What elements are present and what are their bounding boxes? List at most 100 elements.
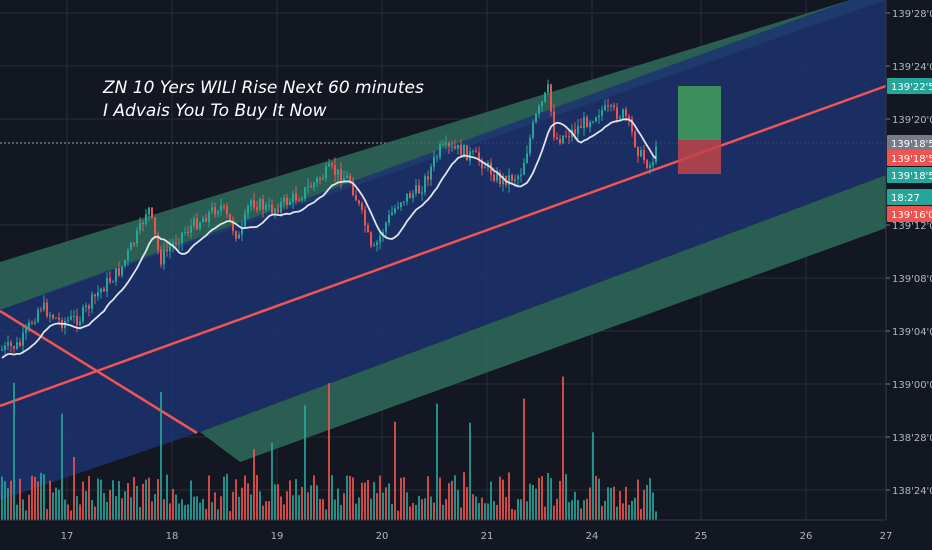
volume-bar — [238, 496, 240, 520]
volume-bar — [574, 491, 576, 520]
volume-bar — [490, 481, 492, 520]
candle-body — [85, 305, 87, 308]
volume-bar — [205, 508, 207, 520]
candle-body — [94, 294, 96, 297]
candle-body — [307, 186, 309, 188]
volume-bar — [106, 501, 108, 520]
volume-bar — [391, 503, 393, 520]
volume-bar — [73, 457, 75, 520]
volume-bar — [4, 481, 6, 520]
candle-body — [214, 207, 216, 215]
volume-bar — [121, 498, 123, 520]
volume-bar — [595, 475, 597, 520]
candle-body — [637, 146, 639, 157]
candle-body — [412, 193, 414, 199]
candle-body — [613, 105, 615, 108]
volume-bar — [265, 501, 267, 520]
price-tick-label: 139'24'0 — [892, 62, 932, 73]
volume-bar — [343, 493, 345, 520]
volume-bar — [529, 483, 531, 520]
candle-body — [118, 268, 120, 276]
candle-body — [430, 166, 432, 180]
volume-bar — [499, 476, 501, 520]
candle-body — [325, 166, 327, 179]
volume-bar — [181, 499, 183, 520]
volume-bar — [22, 499, 24, 520]
candle-body — [634, 131, 636, 147]
volume-bar — [304, 405, 306, 520]
volume-bar — [28, 494, 30, 520]
volume-bar — [541, 476, 543, 520]
volume-bar — [487, 503, 489, 520]
candle-body — [31, 322, 33, 324]
candle-body — [82, 307, 84, 322]
volume-bar — [298, 495, 300, 520]
candle-body — [7, 342, 9, 346]
candle-body — [175, 242, 177, 245]
candle-body — [649, 165, 651, 168]
volume-bar — [406, 492, 408, 520]
candle-body — [592, 121, 594, 123]
volume-bar — [580, 508, 582, 520]
price-badge — [887, 135, 932, 151]
candle-body — [34, 321, 36, 324]
volume-bar — [319, 498, 321, 520]
time-axis[interactable]: 17 18 19 20 21 24 25 26 27 — [0, 519, 932, 550]
trendlines — [0, 84, 887, 435]
candle-body — [367, 225, 369, 233]
candle-body — [355, 195, 357, 201]
volume-bar — [445, 498, 447, 520]
volume-bar — [586, 498, 588, 520]
date-tick-label: 26 — [800, 531, 813, 542]
volume-bar — [52, 492, 54, 520]
candle-body — [418, 185, 420, 194]
volume-bar — [76, 496, 78, 520]
candle-body — [232, 220, 234, 232]
position-stop-zone[interactable] — [678, 140, 721, 174]
volume-bar — [607, 487, 609, 520]
volume-bar — [196, 496, 198, 520]
candle-body — [292, 193, 294, 202]
candle-body — [481, 160, 483, 169]
date-tick-label: 24 — [586, 531, 599, 542]
candle-body — [235, 231, 237, 239]
volume-bar — [415, 504, 417, 520]
volume-bar — [46, 509, 48, 520]
volume-bar — [127, 483, 129, 520]
candle-body — [46, 302, 48, 317]
position-tool[interactable] — [678, 86, 721, 174]
candle-body — [172, 242, 174, 247]
volume-bar — [526, 501, 528, 520]
volume-bar — [217, 509, 219, 520]
volume-bar — [118, 481, 120, 520]
candle-body — [319, 178, 321, 180]
volume-bar — [655, 511, 657, 520]
candle-body — [91, 294, 93, 309]
candle-body — [202, 218, 204, 223]
candle-body — [409, 193, 411, 199]
volume-bar — [388, 483, 390, 520]
position-target-zone[interactable] — [678, 86, 721, 140]
volume-bar — [604, 500, 606, 520]
volume-bar — [469, 422, 471, 520]
candle-body — [436, 157, 438, 159]
volume-bar — [565, 474, 567, 520]
candle-body — [127, 250, 129, 260]
volume-bar — [331, 475, 333, 520]
candle-body — [541, 101, 543, 107]
candle-body — [646, 160, 648, 168]
candle-body — [238, 234, 240, 239]
volume-bar — [82, 481, 84, 520]
volume-bar — [514, 510, 516, 520]
volume-bar — [79, 504, 81, 520]
volume-bar — [67, 504, 69, 520]
candle-body — [283, 197, 285, 203]
candle-body — [262, 199, 264, 210]
volume-bar — [349, 475, 351, 520]
volume-bar — [103, 492, 105, 520]
candle-body — [220, 205, 222, 212]
candle-body — [13, 346, 15, 349]
volume-bar — [310, 485, 312, 520]
volume-bar — [232, 491, 234, 520]
